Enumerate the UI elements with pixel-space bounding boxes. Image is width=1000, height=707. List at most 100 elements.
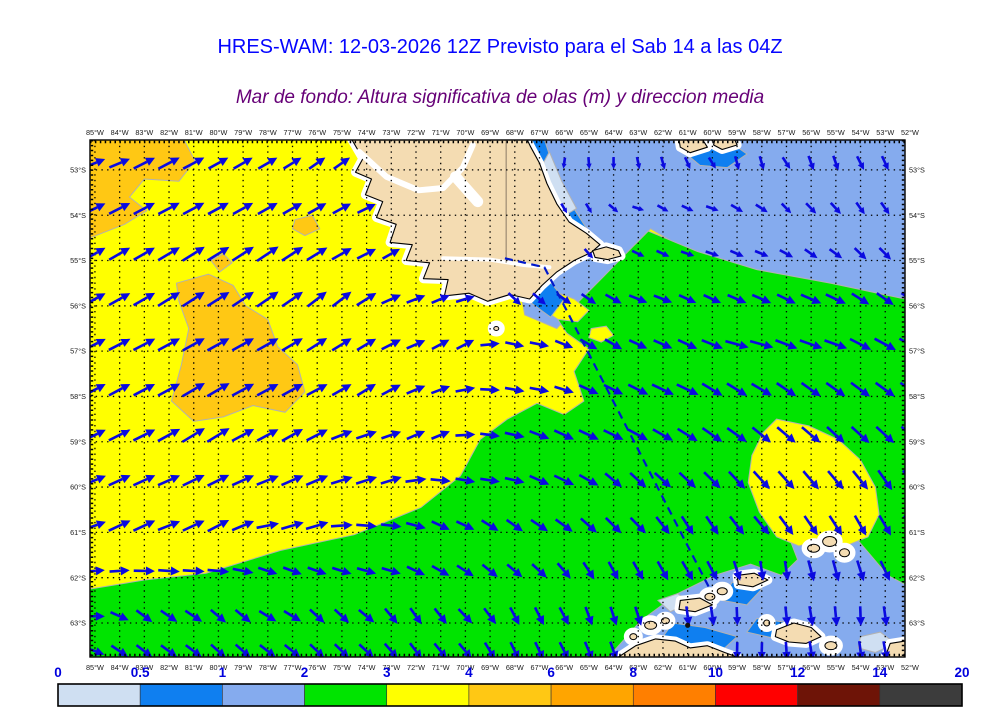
wave-direction-arrowhead — [318, 474, 329, 484]
svg-text:65°W: 65°W — [580, 128, 598, 137]
colorbar-segment-1-2 — [222, 683, 305, 707]
wave-direction-arrow — [283, 609, 295, 618]
wave-direction-arrow — [784, 641, 788, 653]
wave-direction-arrow — [635, 156, 640, 164]
wave-direction-arrowhead — [858, 207, 865, 215]
wave-direction-arrowhead — [267, 566, 278, 576]
svg-text:70°W: 70°W — [456, 128, 474, 137]
wave-direction-arrowhead — [687, 340, 698, 350]
wave-direction-arrowhead — [539, 340, 550, 349]
wave-direction-arrowhead — [586, 163, 592, 170]
svg-text:71°W: 71°W — [432, 128, 450, 137]
wave-direction-arrow — [703, 471, 716, 483]
wave-direction-arrowhead — [810, 433, 821, 443]
wave-direction-arrowhead — [512, 296, 522, 306]
wave-direction-arrow — [483, 641, 492, 653]
wave-direction-arrowhead — [711, 250, 720, 257]
wave-direction-arrowhead — [859, 433, 870, 444]
wave-direction-arrow — [853, 247, 862, 256]
wave-direction-arrow — [505, 341, 516, 346]
wave-direction-arrow — [133, 251, 148, 261]
wave-direction-arrowhead — [317, 429, 328, 438]
wave-direction-arrow — [232, 206, 246, 216]
wave-direction-arrowhead — [120, 203, 131, 212]
wave-direction-arrowhead — [638, 386, 649, 395]
svg-text:80°W: 80°W — [209, 128, 227, 137]
wave-direction-arrow — [207, 205, 222, 216]
colorbar-tick-label: 6 — [547, 665, 555, 680]
wave-direction-arrow — [553, 429, 567, 437]
wave-direction-arrowhead — [837, 341, 848, 350]
wave-direction-arrowhead — [463, 567, 474, 577]
wave-direction-arrow — [408, 642, 418, 653]
map-layers — [90, 140, 905, 657]
wave-direction-arrow — [685, 606, 690, 618]
wave-direction-arrow — [333, 643, 344, 653]
wave-direction-arrow — [828, 248, 838, 256]
wave-direction-arrowhead — [145, 566, 155, 576]
wave-direction-arrow — [776, 293, 789, 301]
wave-direction-arrow — [609, 606, 616, 618]
wave-direction-arrow — [850, 381, 864, 393]
colorbar: 0 0.5 1 2 3 4 6 8 10 12 14 20 — [54, 665, 970, 707]
wave-direction-arrowhead — [884, 387, 895, 397]
wave-direction-arrow — [108, 161, 123, 169]
wave-direction-arrowhead — [733, 570, 742, 581]
wave-direction-arrow — [157, 160, 173, 170]
wave-direction-arrow — [383, 642, 393, 653]
colorbar-segment-3-4 — [386, 683, 470, 707]
wave-direction-arrow — [257, 160, 271, 170]
wave-direction-arrowhead — [735, 524, 745, 535]
wave-direction-arrow — [257, 206, 271, 216]
wave-direction-arrow — [604, 472, 616, 483]
wave-direction-arrowhead — [662, 251, 670, 257]
land-king-george-island — [736, 572, 769, 588]
wave-direction-arrow — [181, 386, 198, 398]
wave-direction-arrow — [282, 206, 295, 215]
wave-direction-arrowhead — [391, 430, 402, 439]
wave-direction-arrowhead — [761, 295, 772, 304]
svg-text:72°W: 72°W — [407, 663, 425, 672]
wave-direction-arrow — [783, 560, 788, 573]
svg-text:62°S: 62°S — [70, 573, 86, 582]
wave-direction-arrow — [331, 387, 345, 397]
wave-direction-arrowhead — [415, 339, 426, 348]
wave-direction-arrow — [775, 339, 790, 347]
wave-direction-arrowhead — [292, 429, 304, 438]
wave-direction-arrowhead — [883, 480, 893, 491]
wave-direction-arrow — [758, 155, 764, 165]
wave-direction-arrowhead — [882, 207, 890, 215]
wave-direction-arrow — [849, 337, 864, 347]
wave-direction-arrowhead — [367, 475, 378, 484]
svg-text:54°W: 54°W — [852, 128, 870, 137]
wave-direction-arrow — [406, 297, 418, 304]
svg-text:76°W: 76°W — [308, 663, 326, 672]
wave-direction-arrow — [829, 201, 838, 210]
wave-direction-arrow — [504, 476, 517, 482]
wave-direction-arrow — [160, 644, 171, 653]
wave-direction-arrowhead — [342, 429, 353, 439]
wave-direction-arrow — [135, 644, 146, 653]
wave-direction-arrowhead — [144, 157, 155, 166]
wave-direction-arrowhead — [145, 520, 156, 529]
wave-direction-arrow — [430, 478, 442, 482]
wave-direction-arrowhead — [634, 615, 643, 626]
wave-direction-arrow — [505, 518, 517, 528]
svg-text:63°S: 63°S — [70, 619, 86, 628]
wave-direction-arrowhead — [782, 616, 791, 627]
wave-direction-arrowhead — [437, 614, 447, 625]
wave-direction-arrowhead — [194, 383, 205, 392]
wave-direction-arrow — [431, 342, 443, 351]
wave-direction-arrowhead — [268, 429, 279, 438]
wave-direction-arrow — [110, 644, 122, 653]
wave-direction-arrowhead — [268, 291, 279, 301]
wave-direction-arrowhead — [735, 479, 746, 489]
wave-direction-arrowhead — [514, 385, 525, 395]
wave-direction-arrowhead — [684, 570, 694, 581]
wave-direction-arrowhead — [341, 291, 352, 301]
svg-text:61°S: 61°S — [909, 528, 925, 537]
land-patagonia-tierra-del-fuego — [351, 140, 601, 302]
wave-direction-arrow — [533, 606, 542, 618]
wave-direction-arrowhead — [365, 248, 377, 257]
wave-direction-arrow — [306, 432, 321, 442]
